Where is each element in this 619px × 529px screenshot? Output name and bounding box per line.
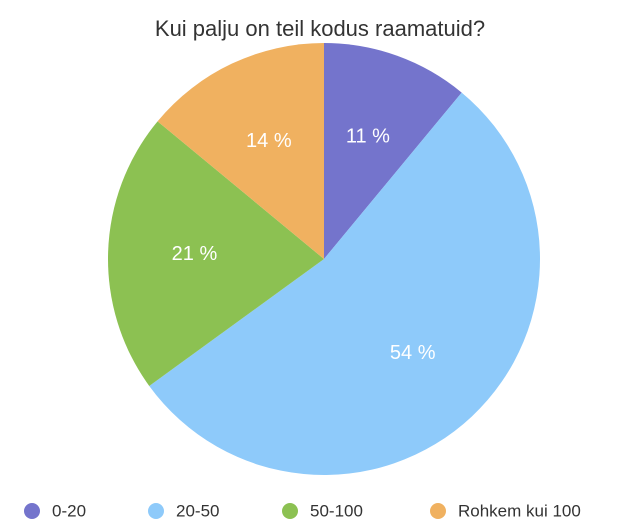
value-label: 21 % <box>172 243 218 265</box>
chart-title: Kui palju on teil kodus raamatuid? <box>155 16 485 41</box>
legend-label: 50-100 <box>310 501 363 520</box>
legend-label: Rohkem kui 100 <box>458 501 581 520</box>
value-label: 11 % <box>346 125 390 147</box>
value-label: 54 % <box>390 342 436 364</box>
legend-swatch <box>24 503 40 519</box>
value-label: 14 % <box>246 130 292 152</box>
pie-slice <box>157 43 324 259</box>
pie-slice <box>324 43 462 259</box>
legend-swatch <box>148 503 164 519</box>
pie-slice <box>107 121 324 386</box>
legend-label: 0-20 <box>52 501 86 520</box>
pie-slice <box>149 92 541 475</box>
legend-swatch <box>282 503 298 519</box>
legend-label: 20-50 <box>176 501 219 520</box>
legend-swatch <box>430 503 446 519</box>
